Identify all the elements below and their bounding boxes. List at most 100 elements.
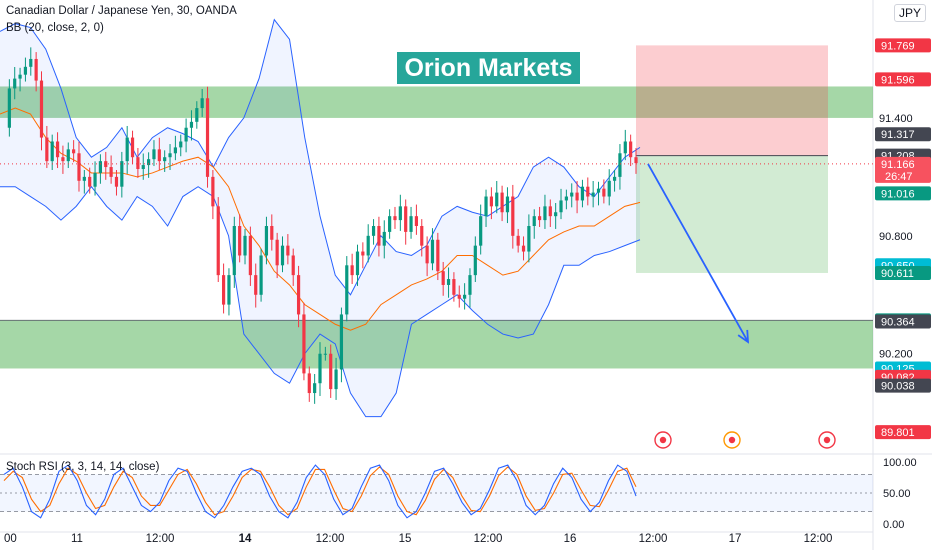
price-label-text: 91.769 bbox=[881, 40, 915, 52]
candle-body bbox=[564, 196, 568, 201]
candle-body bbox=[532, 216, 536, 226]
candle-body bbox=[50, 141, 54, 162]
candle-body bbox=[163, 157, 167, 162]
canada-flag-icon bbox=[818, 431, 836, 449]
projection-arrowhead bbox=[737, 329, 750, 344]
candle-body bbox=[430, 239, 435, 264]
price-label-text: 91.317 bbox=[881, 129, 915, 141]
candles bbox=[7, 47, 638, 404]
price-label: 90.611 bbox=[875, 265, 931, 280]
candle-body bbox=[500, 192, 504, 213]
candle-body bbox=[264, 226, 269, 256]
candle-body bbox=[436, 239, 440, 272]
candle-body bbox=[296, 275, 301, 315]
candle-body bbox=[286, 245, 290, 256]
candle-body bbox=[409, 216, 413, 232]
candle-body bbox=[479, 216, 483, 246]
candle-body bbox=[93, 172, 97, 187]
candle-body bbox=[345, 265, 349, 315]
candle-body bbox=[205, 98, 210, 177]
price-label: 91.596 bbox=[875, 72, 931, 87]
candle-body bbox=[184, 127, 188, 142]
candle-body bbox=[34, 58, 38, 81]
price-label: 90.038 bbox=[875, 378, 931, 393]
candle-body bbox=[505, 196, 510, 213]
candle-body bbox=[141, 165, 145, 170]
candle-body bbox=[495, 192, 499, 207]
candle-body bbox=[355, 251, 360, 276]
candle-body bbox=[173, 147, 177, 154]
candle-body bbox=[591, 192, 595, 197]
candle-body bbox=[339, 314, 344, 370]
price-label-bg bbox=[875, 314, 931, 329]
candle-body bbox=[548, 206, 552, 217]
candle-body bbox=[543, 206, 547, 221]
candle-body bbox=[329, 353, 333, 390]
bb-lower-band bbox=[0, 185, 641, 418]
stoch-axis-tick: 100.00 bbox=[883, 457, 917, 469]
candle-body bbox=[441, 271, 445, 285]
candle-body bbox=[23, 66, 28, 75]
canada-flag-icon bbox=[654, 431, 672, 449]
candle-body bbox=[554, 212, 558, 217]
candle-body bbox=[221, 275, 226, 305]
candle-body bbox=[489, 196, 493, 207]
time-axis-tick: 16 bbox=[564, 533, 577, 545]
candle-body bbox=[570, 192, 574, 197]
candle-body bbox=[88, 176, 92, 187]
price-label: 91.769 bbox=[875, 38, 931, 53]
brand-watermark: Orion Markets bbox=[397, 52, 580, 84]
candle-body bbox=[350, 265, 354, 276]
candle-body bbox=[398, 206, 402, 221]
time-axis-tick: 15 bbox=[399, 533, 412, 545]
price-label-bg bbox=[875, 72, 931, 87]
candle-body bbox=[248, 235, 252, 276]
candle-body bbox=[361, 251, 365, 256]
time-axis-tick: 00 bbox=[4, 533, 17, 545]
price-label-text: 91.166 bbox=[881, 159, 915, 171]
price-label-text: 90.364 bbox=[881, 317, 915, 329]
time-axis-tick: 14 bbox=[239, 533, 252, 545]
candle-body bbox=[13, 78, 17, 89]
candle-body bbox=[18, 74, 22, 79]
candle-body bbox=[227, 275, 231, 305]
candle-body bbox=[136, 157, 140, 170]
currency-label[interactable]: JPY bbox=[893, 4, 926, 22]
price-label-bg bbox=[875, 425, 931, 440]
support-zone bbox=[0, 320, 873, 369]
candle-body bbox=[457, 294, 461, 299]
time-axis-tick: 12:00 bbox=[639, 533, 668, 545]
candle-body bbox=[200, 98, 204, 109]
candle-body bbox=[275, 239, 279, 266]
candle-body bbox=[55, 141, 60, 158]
candle-body bbox=[452, 279, 456, 295]
candle-body bbox=[291, 255, 295, 276]
stoch-axis-tick: 0.00 bbox=[883, 519, 904, 531]
candle-body bbox=[318, 353, 322, 384]
candle-body bbox=[109, 167, 113, 177]
candle-body bbox=[254, 275, 258, 295]
candle-body bbox=[232, 226, 236, 276]
candle-body bbox=[446, 279, 451, 285]
japan-flag-icon bbox=[723, 431, 741, 449]
candle-body bbox=[114, 176, 119, 187]
candle-body bbox=[414, 216, 419, 226]
candle-body bbox=[130, 137, 135, 158]
time-axis-tick: 12:00 bbox=[804, 533, 833, 545]
candle-body bbox=[629, 141, 633, 158]
candle-body bbox=[77, 153, 81, 181]
candle-body bbox=[388, 216, 392, 232]
candle-body bbox=[243, 235, 247, 256]
candle-body bbox=[313, 383, 317, 394]
bb-indicator-label[interactable]: BB (20, close, 2, 0) bbox=[6, 22, 104, 34]
price-label-text: 91.596 bbox=[881, 74, 915, 86]
candle-body bbox=[623, 141, 627, 154]
candle-body bbox=[120, 161, 124, 187]
bb-upper-band bbox=[0, 18, 641, 296]
price-axis-tick: 91.400 bbox=[879, 113, 913, 125]
candle-body bbox=[618, 153, 622, 177]
stoch-rsi-label[interactable]: Stoch RSI (3, 3, 14, 14, close) bbox=[6, 461, 160, 473]
candle-body bbox=[602, 188, 606, 197]
